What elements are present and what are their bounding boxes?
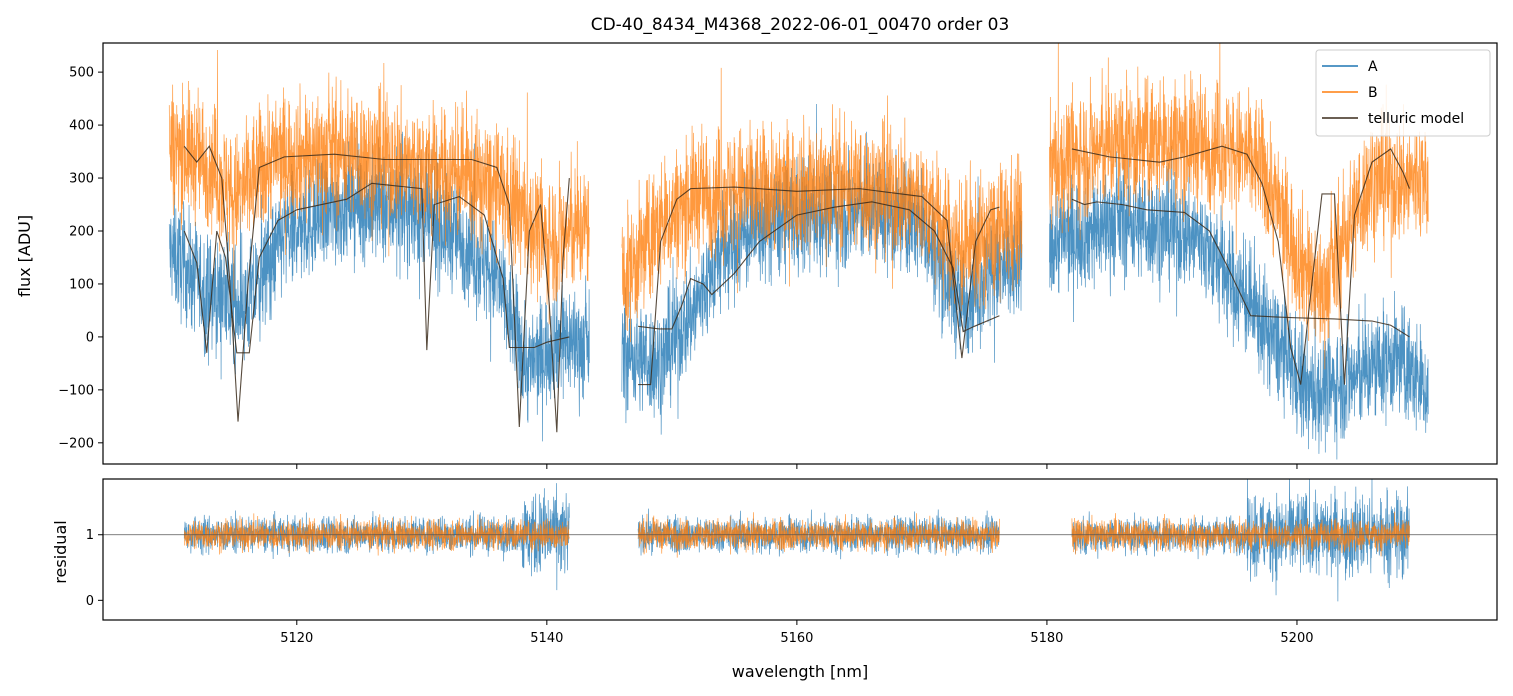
bottom-y-tick-label: 1 (86, 528, 94, 543)
top-y-tick-label: 300 (69, 172, 94, 187)
series-b-segment-1 (168, 49, 590, 325)
bottom-x-tick-label: 5160 (780, 631, 813, 646)
telluric-model-b-segment-2 (638, 186, 1000, 386)
telluric-model-a-segment-2 (638, 201, 1000, 333)
bottom-y-tick-label: 0 (86, 594, 94, 609)
bottom-x-tick-label: 5180 (1030, 631, 1063, 646)
series-b-segment-3 (1049, 43, 1429, 370)
top-plot-area (168, 43, 1429, 460)
residual-b-segment-1 (183, 513, 570, 556)
legend-label-a: A (1368, 59, 1378, 75)
bottom-x-tick-label: 5120 (280, 631, 313, 646)
telluric-model-b-segment-3 (1071, 145, 1410, 385)
top-x-ticks (296, 464, 1298, 469)
bottom-x-tick-label: 5200 (1280, 631, 1313, 646)
telluric-model-a-segment-3 (1071, 198, 1410, 338)
series-a-segment-3 (1049, 145, 1429, 460)
bottom-y-axis-label: residual (51, 520, 70, 583)
legend-label-telluric: telluric model (1368, 111, 1464, 127)
chart-title: CD-40_8434_M4368_2022-06-01_00470 order … (591, 15, 1010, 35)
series-b-segment-2 (621, 67, 1023, 343)
residual-b-segment-3 (1071, 511, 1410, 557)
top-y-ticks: −200 −100 0 100 200 300 400 500 (58, 66, 103, 451)
top-y-tick-label: 100 (69, 277, 94, 292)
top-y-tick-label: −200 (58, 436, 94, 451)
bottom-x-ticks: 5120 5140 5160 5180 5200 (280, 620, 1314, 646)
telluric-model-b-segment-1 (183, 145, 570, 433)
top-y-tick-label: 200 (69, 224, 94, 239)
legend-label-b: B (1368, 85, 1378, 101)
top-y-tick-label: −100 (58, 383, 94, 398)
top-axes: −200 −100 0 100 200 300 400 500 flux [ADU] A B … (15, 42, 1498, 469)
x-axis-label: wavelength [nm] (732, 662, 869, 681)
top-y-tick-label: 0 (86, 330, 94, 345)
legend-box (1315, 49, 1491, 137)
bottom-x-tick-label: 5140 (530, 631, 563, 646)
series-a-segment-1 (168, 127, 590, 442)
telluric-model-a-segment-1 (183, 182, 570, 354)
top-y-axis-label: flux [ADU] (15, 215, 34, 297)
bottom-axes-frame (102, 478, 1498, 621)
top-y-tick-label: 400 (69, 119, 94, 134)
legend: A B telluric model (1315, 49, 1491, 137)
bottom-plot-area (103, 479, 1497, 602)
bottom-axes: 01 5120 5140 5160 5180 5200 residual wavelen… (51, 478, 1498, 681)
top-axes-frame (102, 42, 1498, 465)
top-y-tick-label: 500 (69, 66, 94, 81)
series-a-segment-2 (621, 103, 1023, 435)
bottom-y-ticks: 01 (86, 528, 103, 609)
residual-b-segment-2 (637, 512, 1000, 558)
